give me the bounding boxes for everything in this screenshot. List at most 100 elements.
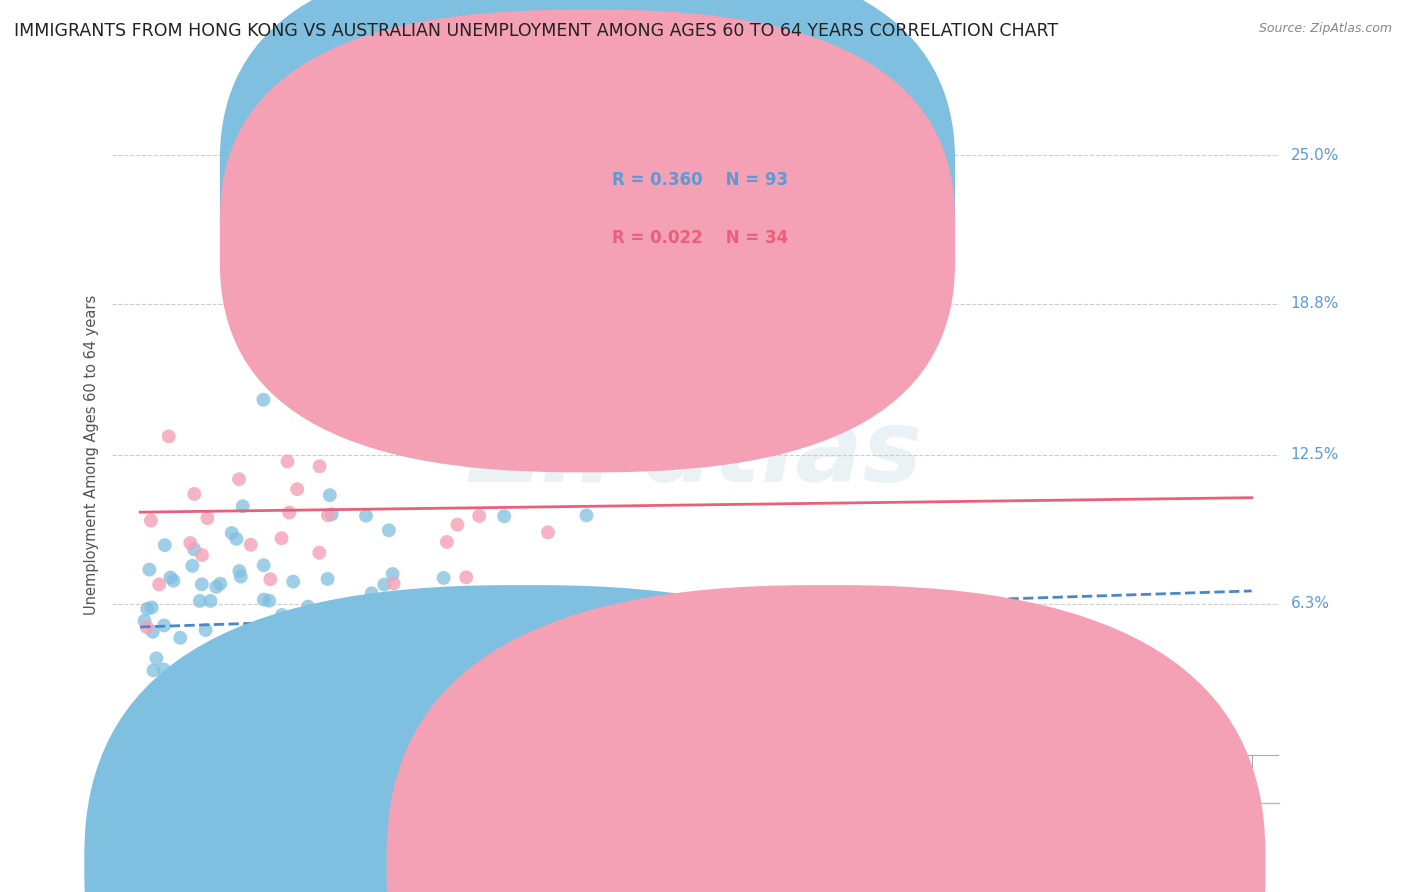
Point (297, 599, 319, 614)
Point (517, 256, 540, 270)
Text: 6.3%: 6.3% (1291, 596, 1330, 611)
Point (188, 594, 211, 608)
Point (443, 689, 465, 703)
Point (197, 511, 219, 525)
Point (173, 658, 195, 673)
Point (378, 523, 401, 537)
Point (354, 508, 377, 523)
Point (285, 482, 308, 496)
Text: 25.0%: 25.0% (1291, 147, 1339, 162)
Point (319, 488, 342, 502)
Point (314, 615, 336, 629)
Point (181, 558, 204, 573)
Point (283, 574, 305, 589)
Point (382, 395, 405, 409)
FancyBboxPatch shape (219, 0, 955, 413)
Point (343, 622, 366, 636)
Point (141, 600, 163, 615)
Point (253, 558, 276, 573)
Point (278, 648, 301, 663)
Point (253, 709, 276, 723)
Point (648, 394, 671, 409)
FancyBboxPatch shape (544, 135, 894, 288)
Point (613, 682, 636, 697)
Point (321, 507, 343, 521)
Point (308, 657, 330, 671)
Point (148, 577, 170, 591)
Point (575, 508, 598, 523)
Point (530, 736, 553, 750)
Point (394, 614, 416, 628)
Point (628, 658, 651, 673)
Point (209, 576, 232, 591)
Point (468, 508, 491, 523)
Point (436, 719, 458, 733)
Point (494, 509, 516, 524)
Point (239, 538, 262, 552)
Point (235, 662, 257, 676)
Point (232, 660, 254, 674)
Text: 18.8%: 18.8% (1291, 296, 1339, 311)
Point (229, 569, 252, 583)
Point (259, 572, 281, 586)
Point (531, 415, 554, 429)
Text: 8.0%: 8.0% (1213, 814, 1251, 830)
Point (174, 664, 197, 678)
Point (162, 574, 184, 588)
FancyBboxPatch shape (219, 10, 955, 473)
Point (278, 506, 301, 520)
Point (205, 580, 228, 594)
Point (401, 700, 423, 714)
Point (222, 644, 245, 658)
Text: Unemployment Among Ages 60 to 64 years: Unemployment Among Ages 60 to 64 years (84, 294, 98, 615)
Text: ZIPatlas: ZIPatlas (470, 407, 922, 503)
Point (308, 546, 330, 560)
Point (242, 662, 264, 676)
Point (218, 692, 240, 706)
Point (201, 676, 224, 690)
Point (229, 673, 252, 687)
Text: Australians: Australians (853, 858, 939, 872)
Text: 0.0%: 0.0% (141, 814, 179, 830)
Point (191, 548, 214, 562)
Point (142, 664, 165, 678)
Point (169, 631, 191, 645)
Point (228, 472, 250, 486)
Point (257, 593, 280, 607)
Point (145, 651, 167, 665)
Point (238, 718, 260, 732)
Point (328, 638, 350, 652)
Point (529, 673, 551, 688)
Point (537, 525, 560, 540)
Text: Source: ZipAtlas.com: Source: ZipAtlas.com (1258, 22, 1392, 36)
Point (380, 603, 402, 617)
Point (159, 570, 181, 584)
Point (138, 563, 160, 577)
Point (201, 673, 224, 687)
Text: Immigrants from Hong Kong: Immigrants from Hong Kong (551, 858, 768, 872)
Point (200, 594, 222, 608)
Point (434, 359, 457, 373)
Point (153, 538, 176, 552)
Point (252, 392, 274, 407)
Point (824, 676, 846, 690)
Point (335, 656, 357, 670)
Point (596, 647, 619, 661)
Point (218, 710, 240, 724)
Point (134, 614, 156, 628)
Point (398, 647, 420, 661)
Point (236, 669, 259, 683)
Point (139, 514, 162, 528)
Point (136, 602, 159, 616)
Point (688, 657, 710, 672)
Point (228, 564, 250, 578)
Point (142, 624, 165, 639)
Point (153, 618, 176, 632)
Point (207, 642, 229, 657)
Point (316, 572, 339, 586)
Point (308, 459, 330, 474)
Point (316, 508, 339, 523)
Point (253, 592, 276, 607)
Point (135, 620, 157, 634)
Point (433, 571, 456, 585)
